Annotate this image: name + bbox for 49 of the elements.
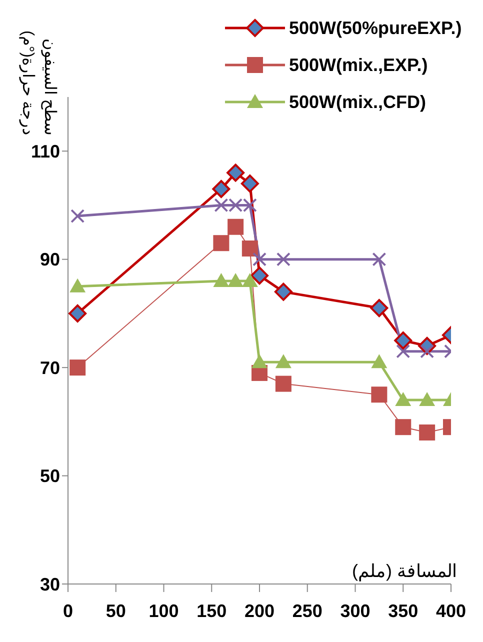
point [419,392,436,406]
point [68,304,87,322]
point [371,354,388,368]
point [250,266,268,285]
point [371,386,388,403]
y-tick-label: 30 [40,574,60,594]
point [226,164,245,182]
point [240,174,259,193]
point [372,252,386,266]
legend-label: 500W(50%pureEXP.) [289,18,463,39]
point [70,278,86,292]
y-tick-label: 70 [40,358,60,378]
x-tick-label: 400 [436,600,466,621]
legend-label: 500W(mix.,CFD) [289,92,428,113]
x-tick-label: 300 [340,600,370,621]
point [394,332,412,350]
x-tick-label: 100 [148,600,179,621]
point [242,240,258,257]
y-tick-label: 90 [40,250,60,270]
point [228,218,244,235]
point [213,272,230,287]
point [70,360,86,376]
point [252,252,266,266]
point [275,354,292,368]
point [419,424,436,440]
x-tick-label: 350 [388,600,418,621]
point [213,235,230,252]
point [212,180,230,198]
y-axis-title: درجة حرارة(°م) سطح السيفون [18,30,59,135]
point [242,272,258,287]
point [70,209,85,224]
point [395,392,412,406]
x-axis-title: المسافة (ملم) [352,560,457,582]
point [370,299,388,318]
point [395,419,412,436]
point [276,252,290,266]
x-tick-label: 250 [292,600,322,621]
x-tick-label: 0 [62,600,74,621]
point [275,376,292,392]
legend-label: 500W(mix.,EXP.) [289,55,429,76]
y-tick-label: 110 [30,142,60,162]
point [274,282,292,301]
point [252,354,268,368]
point [396,344,410,358]
y-tick-label: 50 [40,466,60,486]
x-tick-label: 200 [244,600,275,621]
x-tick-label: 50 [106,600,126,621]
x-tick-label: 150 [196,600,227,621]
point [228,272,244,287]
